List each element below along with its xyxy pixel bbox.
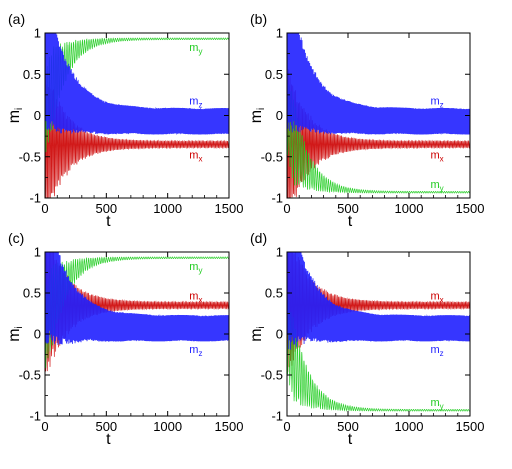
y-tick-label: 1 [276, 245, 283, 260]
x-tick-label: 0 [41, 201, 48, 216]
series-label-sub: y [440, 184, 444, 193]
y-tick-label: 0 [34, 108, 41, 123]
series-label-mx: mx [189, 149, 202, 163]
series-label-sub: z [440, 101, 444, 110]
series-line-mz [287, 252, 470, 350]
series-label-sub: z [198, 101, 202, 110]
x-tick-label: 0 [283, 201, 290, 216]
series-label-mx: mx [430, 149, 443, 163]
y-tick-label: -1 [29, 409, 41, 424]
panel-d: 0 500 1000 1500 -1 -0.5 0 0.5 1 t mi (d) mx my mz [248, 230, 484, 448]
y-tick-label: 1 [276, 26, 283, 41]
series-label-sub: x [198, 295, 202, 304]
y-tick-label: -0.5 [19, 149, 41, 164]
y-tick-label: 1 [34, 245, 41, 260]
y-tick-label: 0 [276, 108, 283, 123]
y-axis-label: mi [248, 326, 267, 342]
y-tick-label: 0.5 [265, 67, 283, 82]
series-label-mx: mx [430, 290, 443, 304]
x-tick-label: 1500 [215, 419, 244, 434]
series-label-sub: x [198, 154, 202, 163]
series-label-my: my [430, 397, 443, 411]
y-axis-label-sub: i [14, 326, 25, 328]
series-label-mz: mz [189, 96, 202, 110]
series-label-sub: y [198, 47, 202, 56]
series-label-my: my [189, 261, 202, 275]
x-tick-label: 1000 [153, 419, 182, 434]
plot-area [45, 252, 229, 372]
series-label-sub: y [198, 266, 202, 275]
x-tick-label: 500 [337, 419, 359, 434]
plot-area [287, 252, 470, 412]
series-label-sub: x [440, 154, 444, 163]
x-tick-label: 500 [337, 201, 359, 216]
panel-label: (b) [250, 11, 267, 27]
y-tick-label: -0.5 [19, 368, 41, 383]
x-tick-label: 500 [95, 419, 117, 434]
y-tick-label: -0.5 [261, 149, 283, 164]
series-label-my: my [430, 179, 443, 193]
series-label-mz: mz [430, 344, 443, 358]
x-axis-label: t [348, 213, 353, 230]
y-axis-label: mi [248, 108, 267, 124]
series-label-mx: mx [189, 290, 202, 304]
y-tick-label: 0 [276, 327, 283, 342]
y-axis-label: mi [6, 108, 25, 124]
x-tick-label: 1000 [395, 419, 424, 434]
panel-c: 0 500 1000 1500 -1 -0.5 0 0.5 1 t mi (c) mx my mz [6, 230, 243, 448]
x-tick-label: 1500 [456, 419, 485, 434]
y-axis-label-sub: i [256, 108, 267, 110]
x-tick-label: 1000 [395, 201, 424, 216]
y-tick-label: 0.5 [23, 286, 41, 301]
series-line-mz [45, 252, 229, 345]
y-tick-label: 0.5 [265, 286, 283, 301]
series-label-sub: x [440, 295, 444, 304]
y-tick-label: -1 [271, 191, 283, 206]
y-axis-label-sub: i [256, 326, 267, 328]
panel-label: (c) [8, 230, 24, 246]
y-tick-label: 0.5 [23, 67, 41, 82]
series-line-my [45, 256, 229, 369]
panel-a: 0 500 1000 1500 -1 -0.5 0 0.5 1 t mi (a) mx my mz [6, 11, 243, 230]
series-line-mz [287, 33, 470, 135]
x-axis-label: t [348, 431, 353, 448]
y-axis-label-sub: i [14, 108, 25, 110]
panel-label: (a) [8, 11, 25, 27]
y-tick-label: -1 [29, 191, 41, 206]
panel-label: (d) [250, 230, 267, 246]
x-tick-label: 0 [41, 419, 48, 434]
series-line-my [287, 84, 470, 194]
series-label-mz: mz [189, 344, 202, 358]
series-label-sub: y [440, 402, 444, 411]
plot-area [45, 33, 229, 198]
x-tick-label: 500 [95, 201, 117, 216]
x-tick-label: 1500 [456, 201, 485, 216]
series-line-mx [45, 73, 229, 198]
series-line-my [45, 37, 229, 153]
x-tick-label: 1500 [215, 201, 244, 216]
y-tick-label: 1 [34, 26, 41, 41]
plot-area [287, 33, 470, 198]
series-label-sub: z [198, 349, 202, 358]
series-label-my: my [189, 42, 202, 56]
series-label-sub: z [440, 349, 444, 358]
y-axis-label: mi [6, 326, 25, 342]
panel-b: 0 500 1000 1500 -1 -0.5 0 0.5 1 t mi (b) mx my mz [248, 11, 484, 230]
x-tick-label: 0 [283, 419, 290, 434]
series-line-mx [287, 69, 470, 198]
y-tick-label: -1 [271, 409, 283, 424]
series-line-mz [45, 33, 229, 136]
x-tick-label: 1000 [153, 201, 182, 216]
x-axis-label: t [106, 213, 111, 230]
y-tick-label: 0 [34, 327, 41, 342]
y-tick-label: -0.5 [261, 368, 283, 383]
series-line-my [287, 299, 470, 412]
series-label-mz: mz [430, 96, 443, 110]
x-axis-label: t [106, 431, 111, 448]
